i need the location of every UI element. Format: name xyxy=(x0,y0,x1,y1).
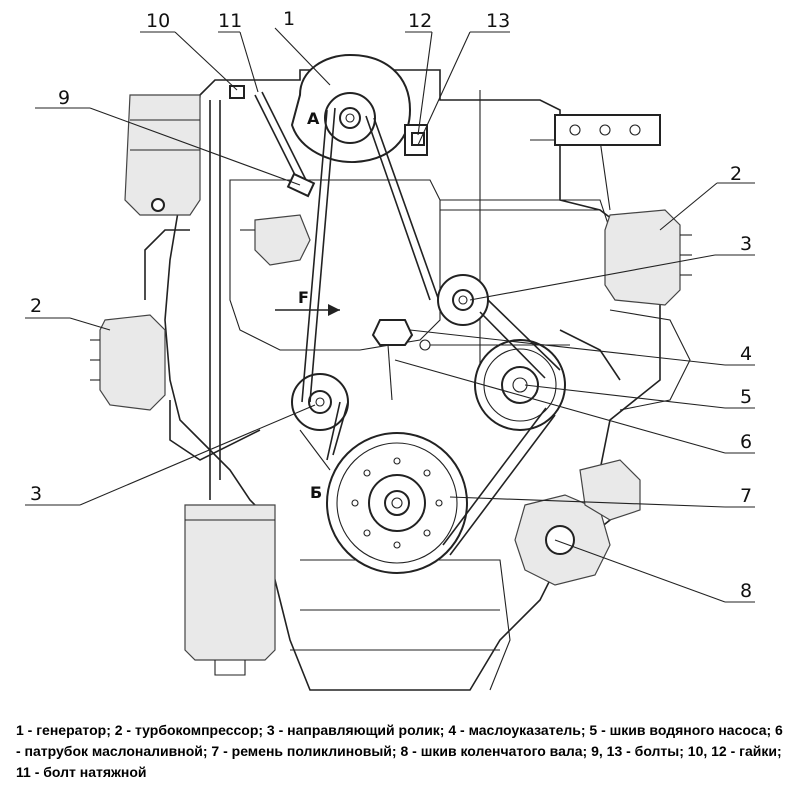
leader-lines xyxy=(25,27,755,603)
tension-bolt xyxy=(254,91,316,198)
callout-11: 11 xyxy=(218,10,242,32)
turbocharger-right xyxy=(604,209,692,411)
point-label-f: F xyxy=(298,288,309,307)
callout-7: 7 xyxy=(740,485,752,507)
callout-2-right: 2 xyxy=(730,163,742,185)
callout-labels: 1 2 2 3 3 4 5 6 7 8 9 10 11 12 13 xyxy=(30,8,752,602)
point-labels: А Б F xyxy=(298,109,322,502)
callout-6: 6 xyxy=(740,431,752,453)
callout-4: 4 xyxy=(740,343,752,365)
fuel-filter-housing xyxy=(124,94,201,216)
callout-12: 12 xyxy=(408,10,432,32)
turbocharger-left xyxy=(90,314,166,411)
force-arrow xyxy=(275,304,340,316)
callout-3-right: 3 xyxy=(740,233,752,255)
point-label-b: Б xyxy=(310,483,322,502)
oil-filler-neck xyxy=(371,319,414,401)
point-label-a: А xyxy=(307,109,320,128)
water-pump-pulley xyxy=(474,339,566,431)
nut-10 xyxy=(229,85,245,99)
callout-8: 8 xyxy=(740,580,752,602)
crankshaft-pulley xyxy=(326,432,468,574)
callout-2-left: 2 xyxy=(30,295,42,317)
callout-1: 1 xyxy=(283,8,295,30)
callout-3-left: 3 xyxy=(30,483,42,505)
engine-belt-drive-diagram: 1 2 2 3 3 4 5 6 7 8 9 10 11 12 13 А Б F xyxy=(25,8,755,691)
callout-13: 13 xyxy=(486,10,510,32)
pipes xyxy=(144,100,621,500)
guide-roller-lower xyxy=(291,373,349,431)
callout-9: 9 xyxy=(58,87,70,109)
oil-filter xyxy=(184,504,276,676)
guide-roller-upper xyxy=(437,274,489,326)
callout-10: 10 xyxy=(146,10,170,32)
diagram-caption: 1 - генератор; 2 - турбокомпрессор; 3 - … xyxy=(16,722,783,780)
intake-pipe xyxy=(240,214,311,266)
bracket-right xyxy=(554,114,661,146)
crankshaft-pulley-bolts xyxy=(351,457,443,549)
fuel-pump-assembly xyxy=(514,459,641,586)
callout-5: 5 xyxy=(740,386,752,408)
